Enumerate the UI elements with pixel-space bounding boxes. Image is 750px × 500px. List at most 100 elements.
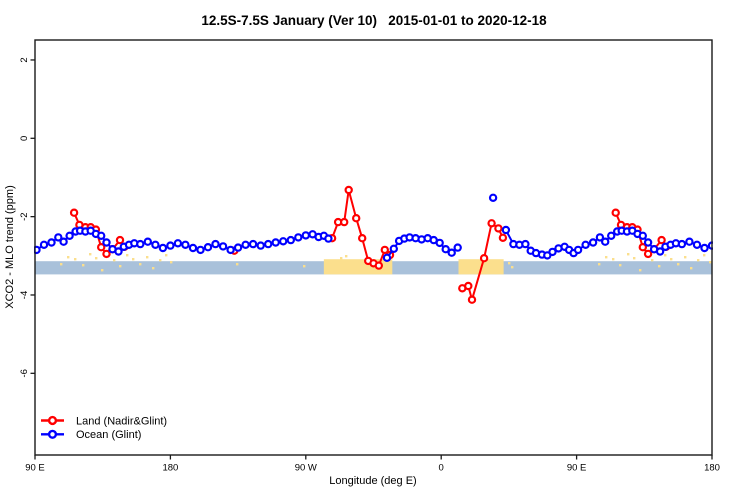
- strip-land-fleck: [690, 267, 693, 270]
- strip-land-fleck: [165, 254, 168, 257]
- strip-land-fleck: [697, 259, 700, 262]
- strip-land-fleck: [598, 263, 601, 266]
- ocean-point: [447, 248, 456, 257]
- strip-land-fleck: [89, 253, 92, 256]
- ocean-point: [188, 243, 198, 253]
- x-tick-label: 180: [162, 463, 178, 474]
- ocean-point: [638, 231, 648, 240]
- legend: Land (Nadir&Glint) Ocean (Glint): [41, 415, 167, 441]
- ocean-point: [453, 243, 462, 252]
- ocean-point: [382, 253, 392, 262]
- land-point: [643, 249, 653, 259]
- ocean-point: [435, 238, 444, 248]
- strip-land-fleck: [511, 266, 514, 269]
- ocean-point: [226, 245, 235, 255]
- plot-layer: 90 E 180 90 W 0 90 E 180 2 0 -2 -4 -6 Land (Nadir&G…: [19, 39, 720, 474]
- strip-land-fleck: [126, 254, 129, 257]
- ocean-point: [218, 242, 228, 251]
- ocean-point: [203, 242, 213, 252]
- ocean-point: [233, 243, 243, 252]
- plot-frame: [34, 39, 713, 456]
- ocean-point: [143, 237, 152, 246]
- chart-title: 12.5S-7.5S January (Ver 10) 2015-01-01 t…: [201, 13, 547, 28]
- ocean-point: [241, 240, 250, 249]
- x-axis-title: Longitude (deg E): [329, 475, 416, 487]
- land-point: [487, 219, 496, 228]
- strip-land-fleck: [633, 257, 636, 260]
- ocean-point: [271, 238, 280, 247]
- surface-type-strip: [35, 253, 712, 275]
- ocean-point: [264, 239, 273, 249]
- strip-land-fleck: [101, 269, 104, 272]
- land-point: [380, 245, 389, 255]
- ocean-point: [181, 240, 190, 249]
- ocean-point: [158, 243, 168, 253]
- strip-land-fleck: [619, 264, 622, 267]
- ocean-point: [607, 231, 616, 240]
- ocean-point: [692, 240, 702, 249]
- ocean-point: [655, 247, 665, 256]
- x-tick-label: 90 W: [295, 463, 317, 474]
- strip-land-fleck: [677, 263, 680, 266]
- strip-land-fleck: [639, 269, 642, 272]
- y-axis-title: XCO2 - MLO trend (ppm): [4, 185, 16, 308]
- land-point: [467, 295, 477, 304]
- land-point: [102, 249, 111, 259]
- ocean-point: [173, 239, 183, 248]
- x-tick-label: 180: [704, 463, 720, 474]
- ocean-point: [286, 235, 295, 245]
- ocean-point: [548, 247, 557, 257]
- strip-land-fleck: [82, 264, 85, 267]
- ocean-point: [256, 241, 265, 250]
- strip-land-fleck: [67, 256, 70, 259]
- land-point: [464, 281, 473, 291]
- ocean-point: [677, 239, 687, 249]
- strip-land-fleck: [340, 257, 343, 260]
- strip-land-fleck: [684, 256, 687, 259]
- legend-marker: [47, 415, 58, 426]
- strip-land-fleck: [139, 263, 142, 266]
- ocean-series: [34, 193, 713, 262]
- strip-land-fleck: [703, 254, 706, 257]
- ocean-point: [294, 233, 303, 242]
- x-tick-label: 0: [439, 463, 444, 474]
- plot-area: [35, 40, 712, 455]
- ocean-point: [501, 225, 511, 235]
- strip-land-fleck: [658, 265, 661, 268]
- ocean-point: [685, 237, 694, 246]
- land-point: [340, 217, 349, 227]
- strip-land-fleck: [152, 267, 155, 270]
- x-axis: 90 E 180 90 W 0 90 E 180: [25, 455, 720, 474]
- y-tick-label: -2: [19, 212, 30, 220]
- strip-land-fleck: [664, 254, 667, 257]
- land-point: [374, 261, 383, 270]
- ocean-point: [114, 247, 123, 256]
- land-point: [69, 208, 79, 217]
- ocean-point: [573, 245, 583, 255]
- ocean-point: [700, 243, 709, 253]
- ocean-point: [581, 240, 590, 249]
- y-tick-label: -4: [19, 291, 30, 299]
- ocean-point: [595, 233, 605, 242]
- land-point: [657, 235, 666, 245]
- ocean-point: [248, 239, 258, 249]
- ocean-point: [211, 239, 220, 249]
- ocean-point: [65, 231, 74, 240]
- x-tick-label: 90 E: [567, 463, 587, 474]
- strip-land-fleck: [627, 253, 630, 256]
- ocean-point: [102, 238, 111, 247]
- land-point: [352, 213, 361, 223]
- ocean-point: [96, 231, 106, 240]
- ocean-point: [136, 239, 145, 249]
- y-axis: 2 0 -2 -4 -6: [19, 57, 35, 378]
- strip-land-fleck: [345, 255, 348, 258]
- ocean-point: [521, 239, 530, 249]
- ocean-point: [39, 240, 49, 249]
- ocean-point: [389, 244, 398, 253]
- ocean-point: [324, 234, 333, 243]
- land-point: [479, 254, 489, 263]
- strip-land-fleck: [74, 258, 77, 261]
- ocean-point: [196, 245, 205, 255]
